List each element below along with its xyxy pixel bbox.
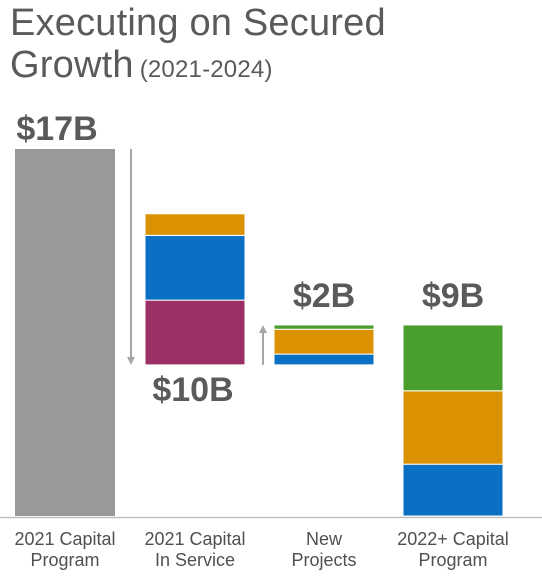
bar-segment <box>273 353 375 366</box>
bar-segment <box>144 299 246 366</box>
increase-arrow-head <box>259 324 267 333</box>
data-label: $10B <box>152 371 233 409</box>
chart-subtitle: (2021-2024) <box>139 56 273 83</box>
chart-title: Executing on Secured Growth (2021-2024) <box>10 2 386 91</box>
chart-title-line2: Growth (2021-2024) <box>10 44 386 91</box>
x-tick-label: 2021 Capital <box>14 529 115 549</box>
bar-segment <box>144 213 246 236</box>
data-label: $2B <box>293 277 355 315</box>
x-tick-label: 2022+ Capital <box>397 529 509 549</box>
x-tick-label: New <box>306 529 343 549</box>
x-tick-label: 2021 Capital <box>144 529 245 549</box>
bar-segment <box>273 328 375 355</box>
bar-segment <box>144 234 246 301</box>
bar-segment <box>15 149 115 516</box>
bar-segment <box>402 324 504 392</box>
data-label: $17B <box>16 110 97 148</box>
chart-title-line1: Executing on Secured <box>10 2 386 44</box>
bar-segment <box>402 390 504 465</box>
bar-segment <box>402 463 504 517</box>
x-tick-label: Program <box>30 550 99 570</box>
x-tick-label: In Service <box>155 550 235 570</box>
x-tick-label: Program <box>418 550 487 570</box>
chart-title-main-word: Growth <box>10 44 134 86</box>
data-label: $9B <box>422 277 484 315</box>
x-tick-label: Projects <box>291 550 356 570</box>
decrease-arrow-head <box>127 356 135 365</box>
bar-segment <box>273 324 375 330</box>
